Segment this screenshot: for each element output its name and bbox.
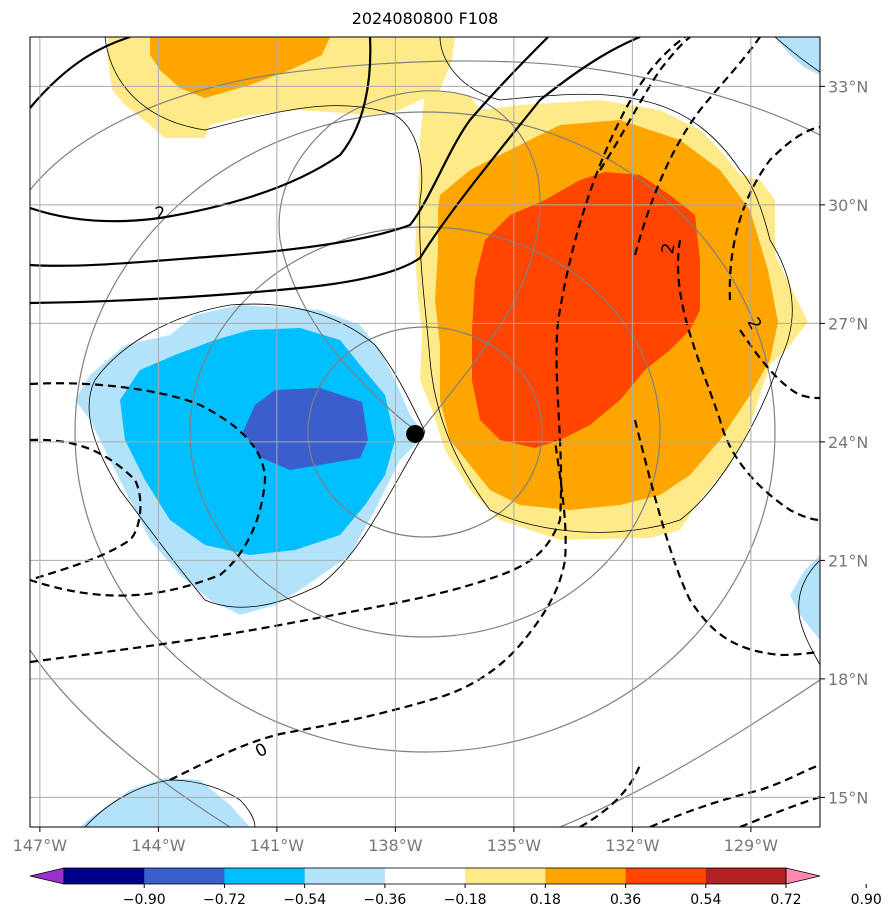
lon-tick-label: 144°W — [131, 836, 186, 855]
colorbar-segment — [384, 868, 466, 884]
contour-label: 0 — [252, 739, 271, 762]
lat-tick-label: 18°N — [828, 670, 868, 689]
longitude-axis: 147°W 144°W 141°W 138°W 135°W 132°W 129°W — [13, 827, 779, 855]
grey-contour-southeast — [559, 679, 820, 827]
thin-black-contours — [84, 37, 820, 827]
lat-tick-label: 15°N — [828, 788, 868, 807]
grey-contour-north — [30, 60, 820, 191]
grey-contour-inner — [307, 326, 543, 538]
grey-contours — [30, 60, 820, 827]
colorbar-segment — [465, 868, 546, 884]
colorbar-segment — [545, 868, 627, 884]
lat-tick-label: 21°N — [828, 551, 868, 570]
lon-tick-label: 147°W — [13, 836, 68, 855]
colorbar-segment — [64, 868, 145, 884]
colorbar-tick-label: 0.54 — [690, 892, 721, 908]
colorbar-tick-label: −0.72 — [203, 892, 246, 908]
colorbar-segment — [224, 868, 306, 884]
red-region-east — [472, 172, 700, 448]
lat-tick-label: 33°N — [828, 77, 868, 96]
solid-height-contours — [30, 37, 641, 305]
contour-label: 2 — [658, 241, 680, 255]
colorbar-tick-label: 0.72 — [770, 892, 801, 908]
grey-contour-middle — [189, 226, 661, 638]
grey-contour-outer — [74, 111, 776, 753]
colorbar: −0.90 −0.72 −0.54 −0.36 −0.18 0.18 0.36 0.54 0.7… — [29, 867, 882, 908]
colorbar-segment — [144, 868, 225, 884]
storm-center-marker — [406, 424, 425, 443]
colorbar-frame — [63, 867, 787, 885]
light-blue-region-southeast — [790, 555, 820, 640]
lon-tick-label: 135°W — [487, 836, 542, 855]
lat-tick-label: 24°N — [828, 433, 868, 452]
blue-region-west — [243, 388, 368, 470]
colorbar-tick-label: 0.36 — [610, 892, 641, 908]
colorbar-tick-label: −0.18 — [444, 892, 487, 908]
lon-tick-label: 141°W — [250, 836, 305, 855]
lat-lon-grid — [30, 37, 820, 827]
colorbar-tick-label: −0.54 — [283, 892, 326, 908]
lon-tick-label: 132°W — [605, 836, 660, 855]
colorbar-tick-label: 0.18 — [530, 892, 561, 908]
lat-tick-label: 27°N — [828, 314, 868, 333]
colorbar-segment — [304, 868, 386, 884]
colorbar-segment — [705, 868, 787, 884]
grey-contour-southwest — [30, 649, 231, 827]
lat-tick-label: 30°N — [828, 196, 868, 215]
colorbar-segment — [625, 868, 707, 884]
orange-region-top-left — [150, 37, 330, 98]
lon-tick-label: 129°W — [724, 836, 779, 855]
colorbar-tick-label: −0.36 — [363, 892, 406, 908]
shaded-anomaly-field — [75, 37, 820, 827]
lon-tick-label: 138°W — [368, 836, 423, 855]
colorbar-extend-high — [785, 867, 821, 885]
latitude-axis: 15°N 18°N 21°N 24°N 27°N 30°N 33°N — [820, 77, 868, 807]
chart-title: 2024080800 F108 — [351, 9, 499, 28]
colorbar-extend-low — [29, 867, 65, 885]
map-frame — [29, 36, 821, 828]
light-blue-region-southwest — [80, 778, 250, 827]
dashed-height-contours — [30, 37, 820, 827]
contour-label: 2 — [153, 203, 167, 225]
colorbar-tick-label: 0.90 — [851, 892, 882, 908]
colorbar-tick-label: −0.90 — [123, 892, 166, 908]
